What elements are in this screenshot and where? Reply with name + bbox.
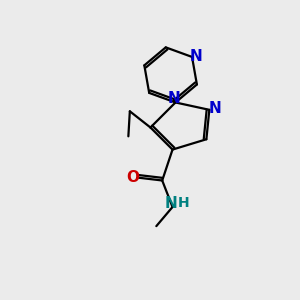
Text: N: N [208,101,221,116]
Text: N: N [165,196,177,211]
Text: N: N [168,92,180,106]
Text: N: N [190,50,202,64]
Text: O: O [127,170,140,185]
Text: H: H [178,196,190,211]
